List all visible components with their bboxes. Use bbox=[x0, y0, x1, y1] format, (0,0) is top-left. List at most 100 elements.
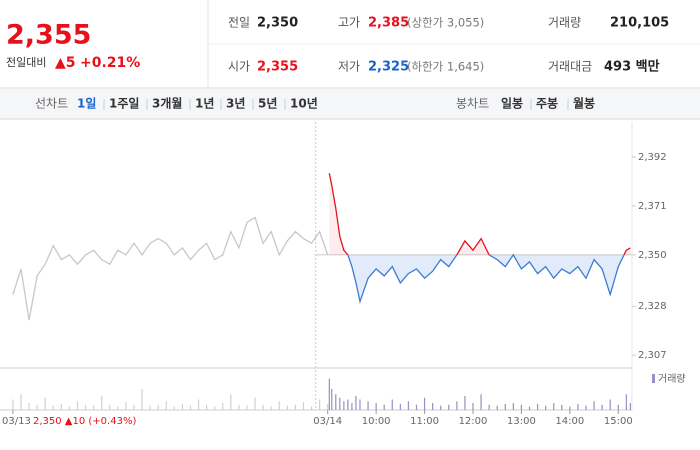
volume-bar bbox=[173, 406, 175, 410]
volume-bar bbox=[496, 405, 498, 410]
volume-bar bbox=[44, 397, 46, 410]
candle-tab[interactable]: 일봉 bbox=[501, 97, 523, 111]
tabs: 선차트 1일 1주일 3개월 1년 3년 5년 10년 봉차트 일봉 주봉 월봉 bbox=[35, 96, 595, 111]
x-tick-label: 03/13 bbox=[2, 416, 31, 427]
volume-bar bbox=[347, 399, 349, 410]
stat-label: 저가 bbox=[338, 60, 360, 74]
volume-bar bbox=[629, 403, 631, 410]
x-tick-label: 11:00 bbox=[410, 416, 439, 427]
stat-label: 시가 bbox=[228, 60, 250, 74]
volume-bar bbox=[327, 403, 329, 410]
volume-bar bbox=[383, 404, 385, 410]
volume-bar bbox=[254, 397, 256, 410]
stat-value: 2,355 bbox=[257, 60, 298, 75]
period-tab[interactable]: 1년 bbox=[195, 97, 214, 111]
volume-bar bbox=[84, 404, 87, 410]
volume-bar bbox=[278, 401, 280, 410]
volume-bar bbox=[214, 406, 216, 410]
volume-bar bbox=[149, 405, 151, 410]
volume-bar bbox=[286, 405, 288, 410]
volume-bar bbox=[585, 405, 587, 410]
x-tick-label: 03/14 bbox=[313, 416, 342, 427]
period-tab[interactable]: 5년 bbox=[258, 97, 277, 111]
candle-tab[interactable]: 월봉 bbox=[573, 96, 595, 111]
volume-bar bbox=[553, 403, 555, 410]
volume-bar bbox=[391, 399, 393, 410]
x-tick-label: 12:00 bbox=[459, 416, 488, 427]
current-price: 2,355 bbox=[6, 20, 91, 51]
day-summary: 2,350 ▲10 (+0.43%) bbox=[33, 416, 136, 427]
volume-bar bbox=[528, 406, 531, 410]
period-tab[interactable]: 3개월 bbox=[152, 96, 182, 111]
volume-bar bbox=[331, 389, 333, 410]
y-tick-label: 2,350 bbox=[638, 250, 667, 261]
volume-bar bbox=[577, 403, 579, 410]
stat-value: 2,325 bbox=[368, 60, 409, 75]
period-tab[interactable]: 10년 bbox=[290, 97, 318, 111]
change-label: 전일대비 bbox=[6, 55, 46, 69]
candle-tab[interactable]: 주봉 bbox=[536, 97, 558, 111]
volume-bar bbox=[294, 404, 297, 410]
area-up bbox=[329, 173, 631, 255]
volume-bar bbox=[246, 405, 248, 410]
volume-bar bbox=[407, 401, 410, 410]
volume-bar bbox=[310, 406, 313, 410]
volume-bar bbox=[625, 394, 627, 410]
volume-bar bbox=[20, 394, 22, 410]
volume-bar bbox=[351, 403, 353, 410]
stat-value: 2,385 bbox=[368, 16, 409, 31]
volume-bar bbox=[189, 405, 192, 410]
volume-bar bbox=[222, 403, 224, 410]
tab-group-label: 봉차트 bbox=[456, 97, 489, 111]
volume-bar bbox=[520, 404, 523, 410]
volume-bar bbox=[432, 403, 434, 410]
volume-bar bbox=[359, 399, 361, 410]
tab-bar bbox=[0, 89, 700, 119]
volume-bar bbox=[109, 404, 111, 410]
volume-bar bbox=[76, 401, 79, 410]
volume-bar bbox=[60, 403, 62, 410]
volume-bar bbox=[36, 404, 38, 410]
y-tick-label: 2,328 bbox=[638, 301, 667, 312]
volume-bar bbox=[302, 402, 305, 410]
x-tick-label: 10:00 bbox=[362, 416, 391, 427]
volume-bar bbox=[125, 402, 127, 410]
volume-bar bbox=[488, 404, 490, 410]
volume-bar bbox=[181, 403, 184, 410]
plot: 2,392 2,371 2,350 2,328 2,307 03/13 03/14 10:00… bbox=[2, 122, 686, 427]
volume-bar bbox=[270, 406, 272, 410]
volume-bar bbox=[238, 404, 240, 410]
volume-bar bbox=[456, 401, 458, 410]
volume-bar bbox=[601, 404, 603, 410]
stats: 전일 2,350 고가 2,385(상한가 3,055) 거래량 210,105 시가 2,3… bbox=[228, 16, 669, 75]
volume-bar bbox=[133, 404, 135, 410]
volume-bar bbox=[617, 404, 619, 410]
volume-bar bbox=[117, 406, 119, 410]
volume-bar bbox=[480, 394, 482, 410]
period-tab[interactable]: 1주일 bbox=[109, 97, 139, 111]
area-down bbox=[329, 254, 631, 302]
stat-value: 493 백만 bbox=[604, 59, 660, 75]
volume-bar bbox=[93, 405, 95, 410]
y-tick-label: 2,371 bbox=[638, 201, 667, 212]
period-tab[interactable]: 1일 bbox=[77, 97, 96, 111]
stat-value: 2,350 bbox=[257, 16, 298, 31]
volume-bar bbox=[536, 403, 539, 410]
volume-bar bbox=[593, 401, 595, 410]
x-tick-label: 15:00 bbox=[604, 416, 633, 427]
volume-bar bbox=[512, 403, 514, 410]
x-tick-label: 14:00 bbox=[555, 416, 584, 427]
volume-bar bbox=[52, 405, 54, 410]
volume-bar bbox=[448, 404, 450, 410]
volume-bar bbox=[367, 401, 369, 410]
period-tab[interactable]: 3년 bbox=[226, 97, 245, 111]
volume-bar bbox=[423, 397, 426, 410]
volume-bar bbox=[28, 403, 30, 410]
volume-bar bbox=[440, 405, 442, 410]
volume-bar bbox=[157, 404, 159, 410]
volume-bar bbox=[545, 405, 547, 410]
volume-bar bbox=[415, 404, 418, 410]
volume-bar bbox=[609, 399, 611, 410]
stat-label: 거래량 bbox=[548, 16, 581, 30]
volume-bar bbox=[206, 404, 208, 410]
